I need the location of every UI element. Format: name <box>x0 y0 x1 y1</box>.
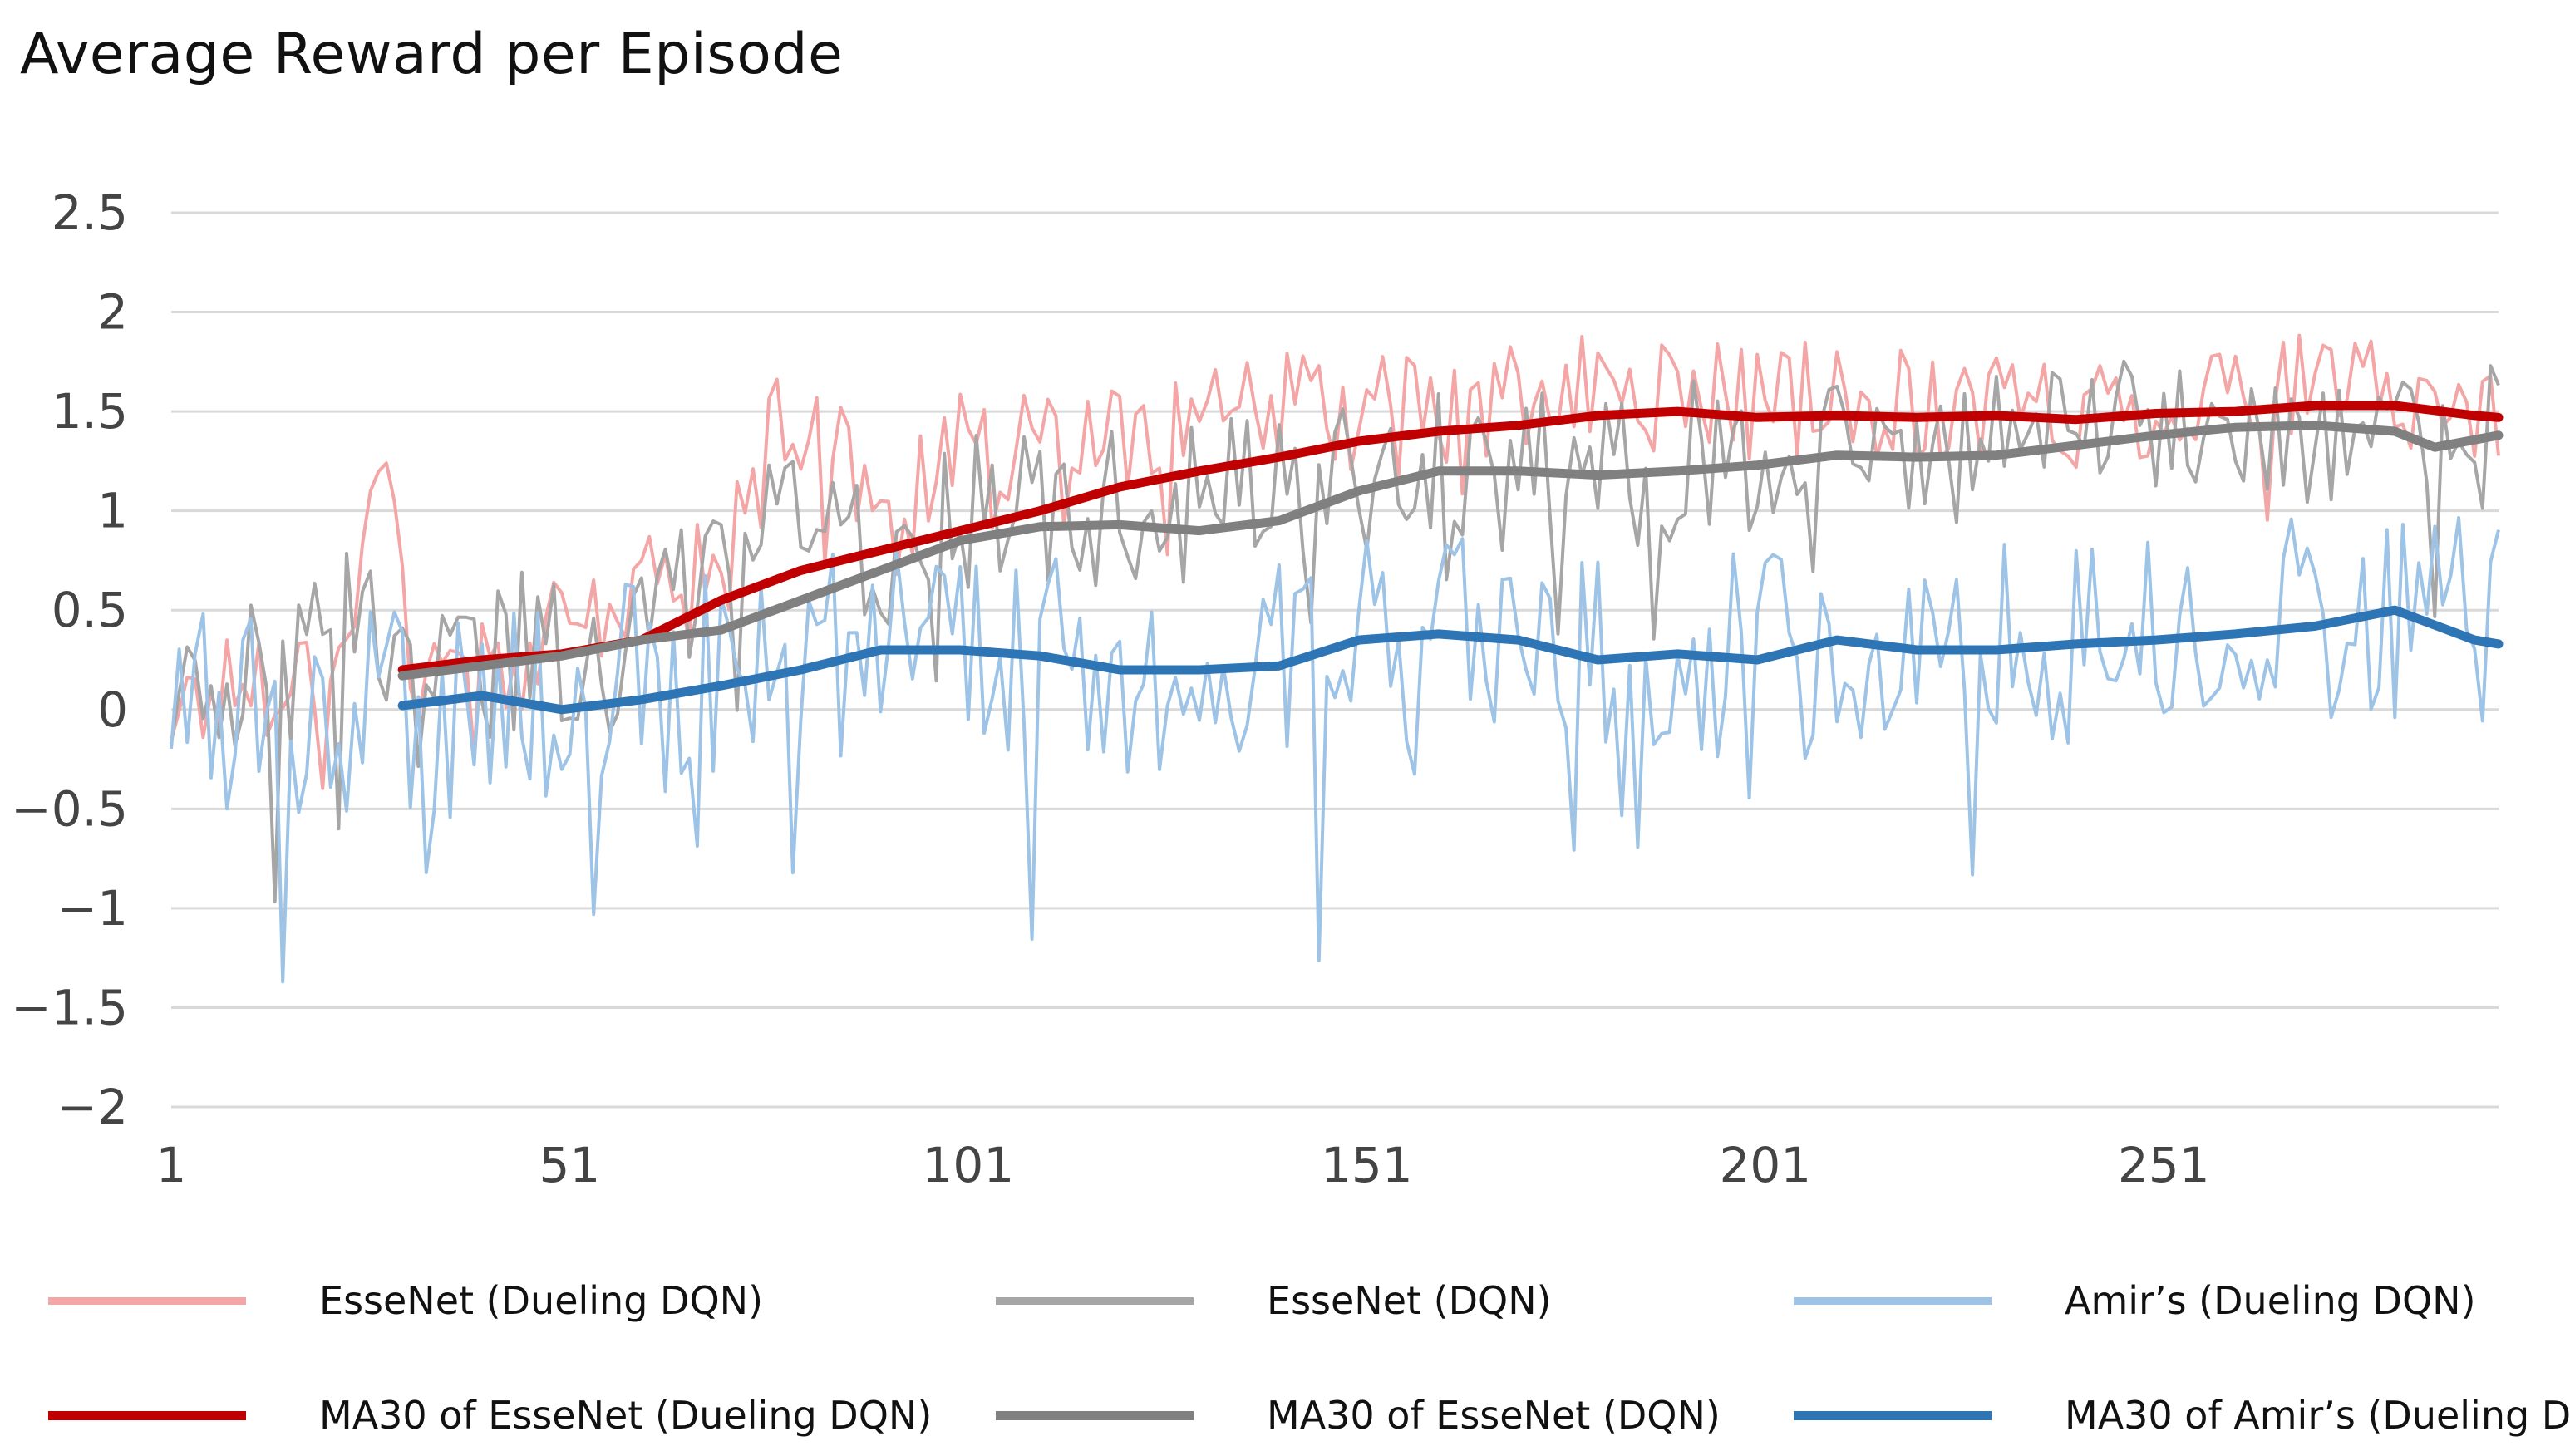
legend-swatch <box>48 1296 246 1305</box>
legend-swatch <box>48 1410 246 1420</box>
legend-item-amir-dueling: Amir’s (Dueling DQN) <box>1794 1278 2476 1323</box>
legend-item-ma30-amir-dueling: MA30 of Amir’s (Dueling DQN) <box>1794 1393 2570 1438</box>
y-tick-label: 2 <box>97 284 128 341</box>
legend-item-essenet-dqn: EsseNet (DQN) <box>996 1278 1552 1323</box>
reward-line-chart: 2.521.510.50−0.5−1−1.5−21 51 101 151 201 251 <box>11 184 2504 1193</box>
series-ma30-of-amir-s-dueling-dqn- <box>397 605 2504 715</box>
chart-title: Average Reward per Episode <box>20 22 844 87</box>
legend-swatch <box>996 1296 1194 1305</box>
legend-swatch <box>1794 1296 1992 1305</box>
series-essenet-dueling-dqn- <box>170 333 2500 790</box>
x-tick-label: 251 <box>2118 1137 2210 1193</box>
y-tick-label: −1 <box>57 880 129 937</box>
y-tick-label: −2 <box>57 1079 129 1135</box>
y-tick-label: 1 <box>97 483 128 539</box>
y-tick-label: 1.5 <box>52 383 128 440</box>
x-tick-label: 1 <box>156 1137 187 1193</box>
x-tick-label: 151 <box>1321 1137 1413 1193</box>
y-tick-label: 0 <box>97 681 128 738</box>
series-ma30-of-essenet-dueling-dqn- <box>397 401 2504 675</box>
series-amir-s-dueling-dqn- <box>170 516 2500 984</box>
series-ma30-of-essenet-dqn- <box>397 421 2504 681</box>
legend-swatch <box>996 1410 1194 1420</box>
legend-label: Amir’s (Dueling DQN) <box>2065 1278 2476 1323</box>
y-tick-label: 2.5 <box>52 184 128 241</box>
legend-label: EsseNet (DQN) <box>1267 1278 1552 1323</box>
chart-legend: EsseNet (Dueling DQN) EsseNet (DQN) Amir… <box>0 1230 2570 1456</box>
legend-label: MA30 of Amir’s (Dueling DQN) <box>2065 1393 2570 1438</box>
legend-label: MA30 of EsseNet (DQN) <box>1267 1393 1721 1438</box>
x-tick-label: 51 <box>539 1137 601 1193</box>
legend-label: MA30 of EsseNet (Dueling DQN) <box>319 1393 933 1438</box>
legend-item-ma30-essenet-dueling: MA30 of EsseNet (Dueling DQN) <box>48 1393 932 1438</box>
y-tick-label: −0.5 <box>11 780 128 837</box>
x-tick-label: 201 <box>1719 1137 1811 1193</box>
y-tick-label: −1.5 <box>11 979 128 1035</box>
x-tick-label: 101 <box>923 1137 1015 1193</box>
legend-item-essenet-dueling: EsseNet (Dueling DQN) <box>48 1278 763 1323</box>
legend-item-ma30-essenet-dqn: MA30 of EsseNet (DQN) <box>996 1393 1721 1438</box>
legend-label: EsseNet (Dueling DQN) <box>319 1278 764 1323</box>
y-tick-label: 0.5 <box>52 582 128 638</box>
legend-swatch <box>1794 1410 1992 1420</box>
